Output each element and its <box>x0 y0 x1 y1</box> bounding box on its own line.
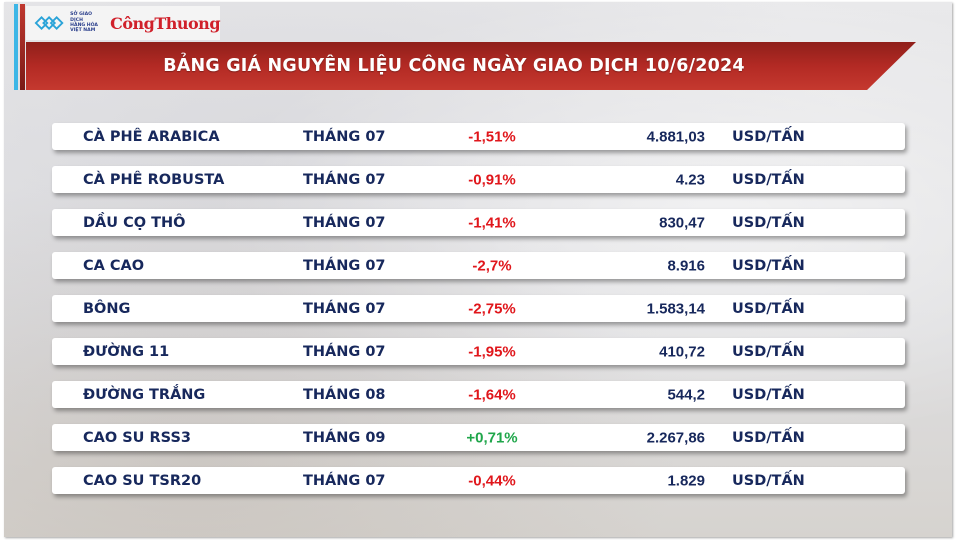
commodity-name: BÔNG <box>83 300 131 317</box>
table-row: CAO SU RSS3 THÁNG 09 +0,71% 2.267,86 USD… <box>52 424 905 451</box>
price-change: -1,51% <box>468 128 516 145</box>
newspaper-logo: CôngThuong <box>110 13 220 33</box>
price-unit: USD/TẤN <box>732 128 805 145</box>
price-change: -0,91% <box>468 171 516 188</box>
logo-line-3: VIỆT NAM <box>70 28 96 34</box>
commodity-name: ĐƯỜNG 11 <box>83 343 170 360</box>
commodity-name: ĐƯỜNG TRẮNG <box>83 386 206 403</box>
price-change: -0,44% <box>468 472 516 489</box>
price-change: -1,95% <box>468 343 516 360</box>
page-title: BẢNG GIÁ NGUYÊN LIỆU CÔNG NGÀY GIAO DỊCH… <box>163 56 745 76</box>
price-value: 4.881,03 <box>646 128 705 145</box>
price-unit: USD/TẤN <box>732 386 805 403</box>
logo-line-1: SỞ GIAO DỊCH <box>70 12 93 23</box>
contract-month: THÁNG 07 <box>303 300 386 317</box>
table-row: CAO SU TSR20 THÁNG 07 -0,44% 1.829 USD/T… <box>52 467 905 494</box>
price-change: -2,7% <box>472 257 512 274</box>
table-row: ĐƯỜNG TRẮNG THÁNG 08 -1,64% 544,2 USD/TẤ… <box>52 381 905 408</box>
table-row: BÔNG THÁNG 07 -2,75% 1.583,14 USD/TẤN <box>52 295 905 322</box>
contract-month: THÁNG 07 <box>303 214 386 231</box>
commodity-name: CAO SU TSR20 <box>83 472 202 489</box>
price-value: 544,2 <box>667 386 705 403</box>
accent-bar-blue <box>14 4 18 90</box>
commodity-name: DẦU CỌ THÔ <box>83 214 186 231</box>
price-value: 830,47 <box>659 214 705 231</box>
price-value: 4.23 <box>675 171 705 188</box>
price-change: -1,64% <box>468 386 516 403</box>
table-row: CA CAO THÁNG 07 -2,7% 8.916 USD/TẤN <box>52 252 905 279</box>
price-change: -2,75% <box>468 300 516 317</box>
exchange-logo-icon <box>34 16 64 30</box>
logo-line-2: HÀNG HÓA <box>70 23 98 28</box>
contract-month: THÁNG 07 <box>303 171 386 188</box>
title-banner <box>26 42 916 90</box>
contract-month: THÁNG 07 <box>303 128 386 145</box>
price-unit: USD/TẤN <box>732 343 805 360</box>
price-value: 1.583,14 <box>646 300 705 317</box>
contract-month: THÁNG 08 <box>303 386 386 403</box>
price-unit: USD/TẤN <box>732 171 805 188</box>
contract-month: THÁNG 07 <box>303 257 386 274</box>
price-unit: USD/TẤN <box>732 429 805 446</box>
price-unit: USD/TẤN <box>732 257 805 274</box>
table-row: ĐƯỜNG 11 THÁNG 07 -1,95% 410,72 USD/TẤN <box>52 338 905 365</box>
price-change: +0,71% <box>466 429 518 446</box>
price-unit: USD/TẤN <box>732 472 805 489</box>
table-row: CÀ PHÊ ARABICA THÁNG 07 -1,51% 4.881,03 … <box>52 123 905 150</box>
table-row: CÀ PHÊ ROBUSTA THÁNG 07 -0,91% 4.23 USD/… <box>52 166 905 193</box>
contract-month: THÁNG 07 <box>303 472 386 489</box>
price-value: 2.267,86 <box>646 429 705 446</box>
exchange-logo-text: SỞ GIAO DỊCH HÀNG HÓA VIỆT NAM <box>70 12 104 34</box>
commodity-name: CÀ PHÊ ROBUSTA <box>83 171 225 188</box>
price-change: -1,41% <box>468 214 516 231</box>
commodity-name: CÀ PHÊ ARABICA <box>83 128 220 145</box>
commodity-name: CA CAO <box>83 257 145 274</box>
price-value: 410,72 <box>659 343 705 360</box>
commodity-name: CAO SU RSS3 <box>83 429 191 446</box>
contract-month: THÁNG 09 <box>303 429 386 446</box>
price-unit: USD/TẤN <box>732 214 805 231</box>
table-row: DẦU CỌ THÔ THÁNG 07 -1,41% 830,47 USD/TẤ… <box>52 209 905 236</box>
contract-month: THÁNG 07 <box>303 343 386 360</box>
price-value: 8.916 <box>667 257 705 274</box>
logo-strip: SỞ GIAO DỊCH HÀNG HÓA VIỆT NAM CôngThuon… <box>26 6 220 40</box>
price-unit: USD/TẤN <box>732 300 805 317</box>
price-value: 1.829 <box>667 472 705 489</box>
accent-bar-red <box>20 4 25 90</box>
